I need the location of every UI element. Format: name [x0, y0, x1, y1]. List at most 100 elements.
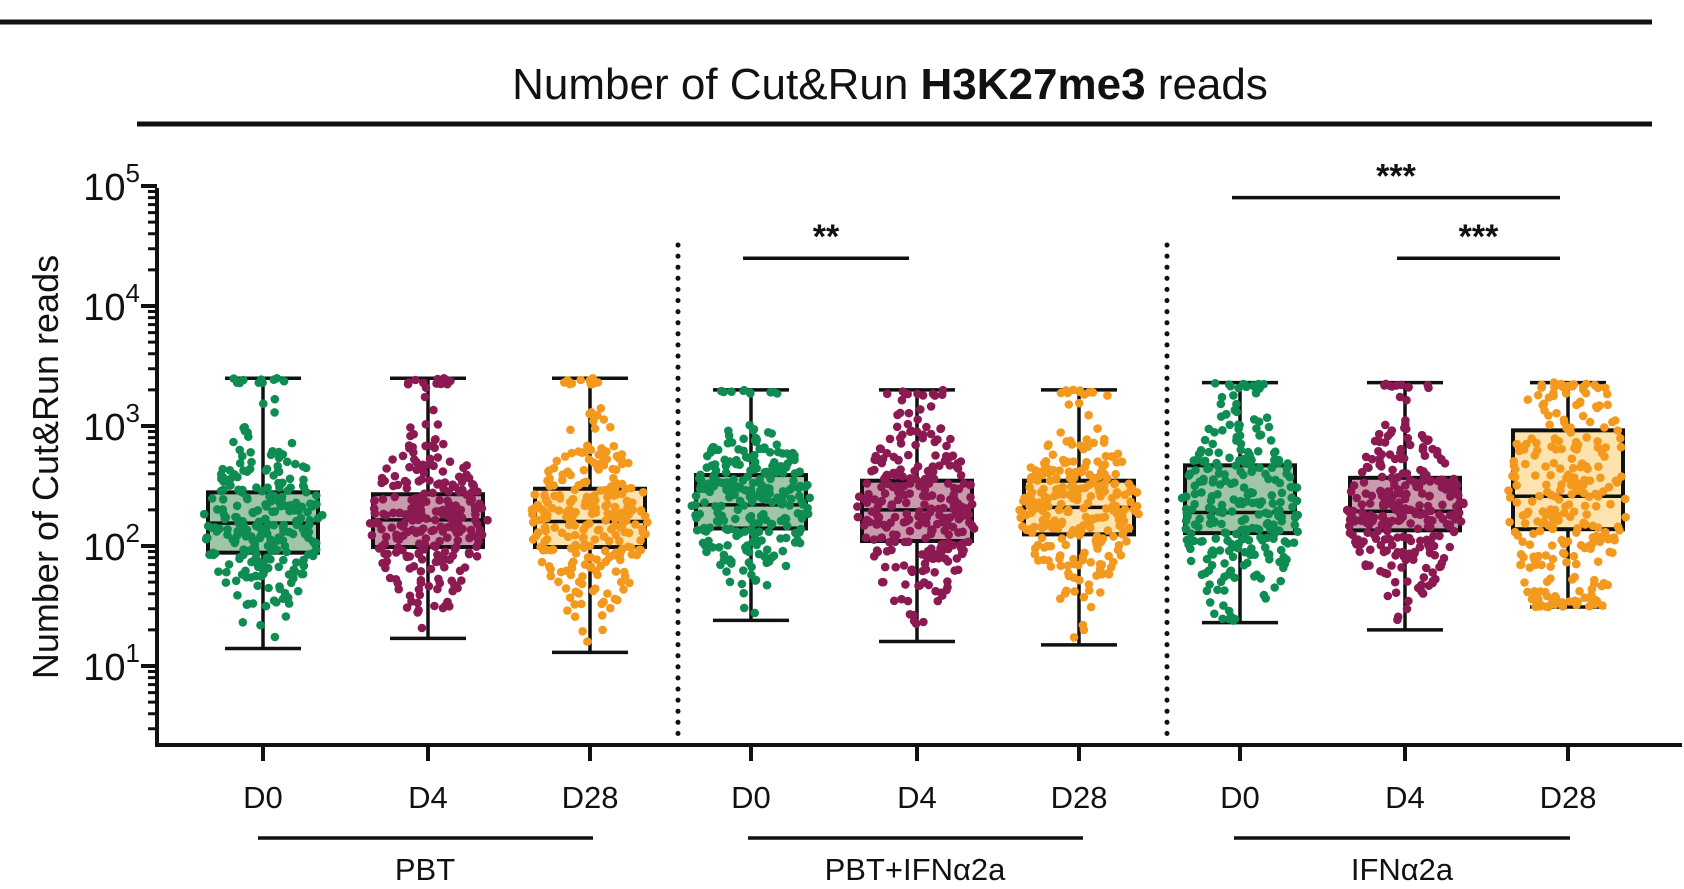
data-point — [390, 492, 400, 502]
data-point — [920, 485, 930, 494]
data-point — [1537, 383, 1547, 392]
data-point — [1377, 488, 1386, 498]
data-point — [290, 567, 300, 576]
data-point — [1575, 586, 1584, 596]
data-point — [557, 528, 567, 537]
data-point — [1222, 409, 1231, 419]
data-point — [1392, 505, 1401, 515]
data-point — [1233, 543, 1243, 553]
data-point — [1079, 625, 1089, 635]
data-point — [274, 478, 283, 488]
data-point — [1092, 532, 1102, 541]
data-point — [1288, 502, 1297, 512]
data-point — [610, 502, 620, 512]
data-point — [723, 541, 732, 550]
data-point — [714, 517, 723, 527]
y-tick-base-1e2: 10 — [83, 527, 125, 569]
data-point — [1086, 602, 1096, 612]
data-point — [1043, 518, 1052, 528]
data-point — [786, 494, 796, 504]
data-point — [400, 476, 410, 486]
data-point — [927, 544, 936, 553]
data-point — [1113, 545, 1123, 555]
data-point — [1580, 593, 1590, 602]
data-point — [1523, 587, 1532, 597]
data-point — [546, 571, 556, 581]
data-point — [210, 549, 220, 558]
data-point — [853, 512, 863, 522]
data-point — [1064, 568, 1073, 578]
data-point — [734, 445, 743, 454]
data-point — [749, 463, 758, 472]
data-point — [310, 539, 320, 549]
data-point — [1382, 569, 1392, 579]
data-point — [1560, 418, 1569, 427]
x-label-pbt-d0: D0 — [243, 780, 283, 815]
data-point — [917, 550, 927, 559]
data-point — [867, 507, 877, 516]
y-axis-label: Number of Cut&Run reads — [25, 255, 66, 679]
data-point — [737, 579, 747, 589]
data-point — [966, 480, 975, 490]
data-point — [862, 498, 872, 508]
data-point — [596, 561, 605, 571]
data-point — [1055, 551, 1065, 560]
data-point — [1197, 488, 1206, 497]
data-point — [1111, 469, 1120, 479]
data-point — [700, 498, 709, 507]
data-point — [563, 532, 573, 542]
data-point — [950, 495, 959, 504]
data-point — [882, 389, 892, 399]
data-point — [239, 545, 248, 554]
data-point — [938, 591, 947, 600]
data-point — [636, 545, 646, 555]
data-point — [1282, 463, 1292, 473]
data-point — [1268, 522, 1278, 532]
data-point — [1056, 428, 1065, 437]
data-point — [1230, 573, 1239, 582]
data-point — [768, 461, 777, 471]
data-point — [1535, 491, 1544, 501]
data-point — [554, 506, 564, 515]
data-point — [765, 448, 775, 457]
data-point — [1575, 397, 1585, 407]
data-point — [781, 561, 791, 571]
data-point — [889, 596, 899, 606]
data-point — [879, 520, 889, 530]
data-point — [292, 558, 301, 567]
data-point — [569, 557, 578, 566]
data-point — [1393, 612, 1403, 622]
data-point — [248, 508, 257, 517]
data-point — [1240, 531, 1250, 541]
data-point — [1417, 580, 1426, 590]
data-point — [1181, 492, 1190, 502]
data-point — [425, 476, 434, 485]
data-point — [1037, 467, 1046, 477]
data-point — [460, 473, 469, 483]
data-point — [1564, 500, 1574, 509]
data-point — [312, 491, 321, 500]
data-point — [1605, 547, 1614, 557]
data-point — [1073, 491, 1082, 500]
data-point — [1611, 416, 1620, 425]
data-point — [1259, 590, 1269, 600]
data-point — [261, 601, 271, 611]
data-point — [1191, 466, 1200, 475]
data-point — [788, 483, 797, 492]
data-point — [527, 505, 537, 514]
data-point — [1530, 451, 1540, 460]
data-point — [1588, 521, 1598, 531]
data-point — [751, 576, 760, 585]
data-point — [532, 515, 542, 525]
group-label-ifn: IFNα2a — [1351, 852, 1454, 887]
data-point — [1110, 479, 1120, 488]
data-point — [297, 502, 307, 512]
data-point — [1576, 541, 1586, 550]
data-point — [414, 462, 424, 471]
data-point — [589, 379, 598, 388]
data-point — [1096, 588, 1105, 597]
data-point — [720, 455, 729, 465]
data-point — [427, 526, 437, 536]
data-point — [406, 431, 415, 441]
data-point — [210, 523, 220, 532]
